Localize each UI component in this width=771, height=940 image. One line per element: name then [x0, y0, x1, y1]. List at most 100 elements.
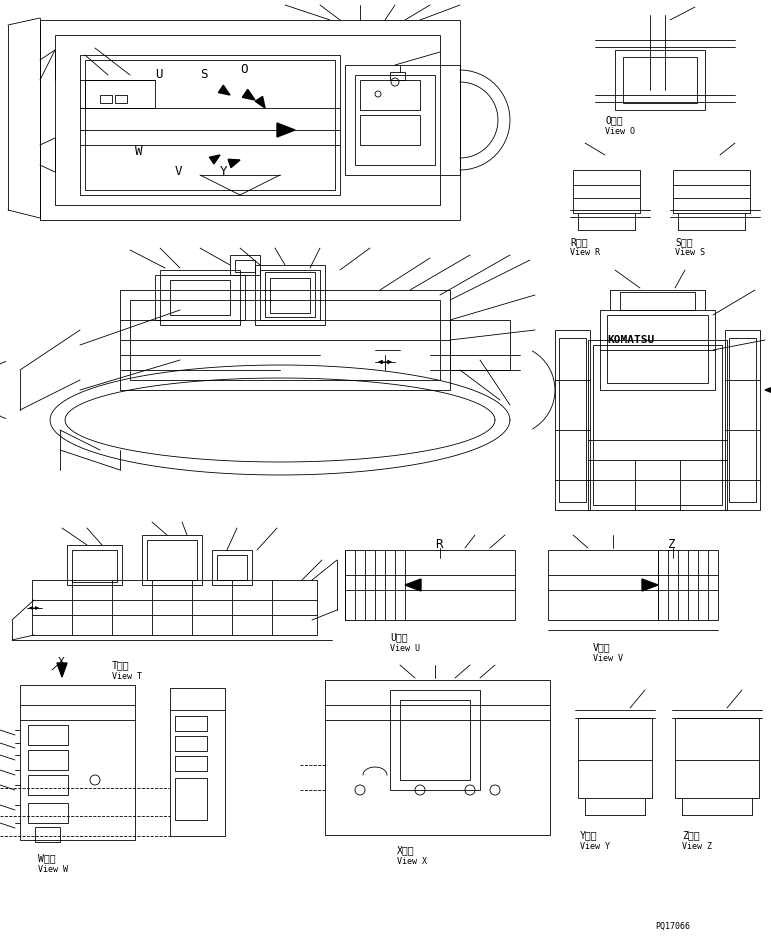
Text: View T: View T [112, 672, 142, 681]
Text: View S: View S [675, 248, 705, 257]
Text: View R: View R [570, 248, 600, 257]
Polygon shape [242, 89, 255, 100]
Text: View X: View X [397, 857, 427, 866]
Bar [170, 280, 230, 315]
Bar [265, 272, 315, 317]
Text: U　視: U 視 [390, 632, 408, 642]
Bar [28, 725, 68, 745]
Bar [235, 260, 255, 272]
Polygon shape [405, 579, 421, 591]
Polygon shape [218, 86, 230, 95]
Text: View W: View W [38, 865, 68, 874]
Bar [260, 270, 320, 320]
Bar [673, 170, 750, 213]
Bar [588, 340, 727, 510]
Bar [155, 275, 245, 320]
Bar [40, 20, 460, 220]
Text: View Z: View Z [682, 842, 712, 851]
Text: R　視: R 視 [570, 237, 588, 247]
Bar [390, 690, 480, 790]
Bar [28, 775, 68, 795]
Bar [729, 338, 756, 502]
Bar [270, 278, 310, 313]
Bar [578, 718, 652, 798]
Bar [675, 718, 759, 798]
Bar [345, 550, 515, 620]
Bar [212, 550, 252, 585]
Bar [607, 315, 708, 383]
Text: W: W [135, 145, 143, 158]
Bar [360, 115, 420, 145]
Bar [130, 300, 440, 380]
Polygon shape [57, 663, 67, 677]
Text: V　視: V 視 [593, 642, 611, 652]
Bar [230, 255, 260, 275]
Bar [85, 60, 335, 190]
Bar [360, 80, 420, 110]
Bar [450, 320, 510, 370]
Bar [548, 550, 718, 620]
Polygon shape [255, 97, 265, 108]
Bar [32, 580, 317, 635]
Bar [255, 265, 325, 325]
Bar [175, 716, 207, 731]
Bar [355, 75, 435, 165]
Text: Z: Z [668, 538, 675, 551]
Text: View V: View V [593, 654, 623, 663]
Bar [600, 310, 715, 390]
Bar [217, 555, 247, 580]
Text: O: O [240, 63, 247, 76]
Bar [142, 535, 202, 585]
Bar [160, 270, 240, 325]
Text: S: S [200, 68, 207, 81]
Text: Y　視: Y 視 [580, 830, 598, 840]
Bar [175, 778, 207, 820]
Bar [55, 35, 440, 205]
Bar [67, 545, 122, 585]
Bar [573, 170, 640, 213]
Bar [593, 345, 722, 505]
Bar [120, 290, 450, 390]
Text: W　視: W 視 [38, 853, 56, 863]
Polygon shape [277, 123, 295, 137]
Bar [175, 756, 207, 771]
Bar [345, 65, 460, 175]
Bar [20, 685, 135, 840]
Text: U: U [155, 68, 163, 81]
Bar [559, 338, 586, 502]
Text: View U: View U [390, 644, 420, 653]
Text: O　視: O 視 [605, 115, 623, 125]
Bar [615, 50, 705, 110]
Polygon shape [210, 155, 220, 164]
Bar [147, 540, 197, 580]
Text: KOMATSU: KOMATSU [607, 335, 655, 345]
Bar [623, 57, 697, 103]
Bar [28, 750, 68, 770]
Bar [170, 688, 225, 836]
Bar [35, 827, 60, 842]
Polygon shape [765, 384, 771, 396]
Bar [100, 95, 112, 103]
Bar [620, 292, 695, 310]
Text: S　視: S 視 [675, 237, 692, 247]
Text: View O: View O [605, 127, 635, 136]
Bar [325, 680, 550, 835]
Polygon shape [642, 579, 658, 591]
Text: View Y: View Y [580, 842, 610, 851]
Polygon shape [228, 159, 240, 167]
Text: X: X [58, 657, 65, 667]
Text: V: V [175, 165, 183, 178]
Bar [725, 330, 760, 510]
Bar [390, 72, 405, 80]
Bar [28, 803, 68, 823]
Bar [555, 330, 590, 510]
Text: T　視: T 視 [112, 660, 130, 670]
Bar [115, 95, 127, 103]
Bar [72, 550, 117, 582]
Bar [400, 700, 470, 780]
Text: Y: Y [220, 165, 227, 178]
Bar [85, 80, 155, 108]
Text: R: R [435, 538, 443, 551]
Bar [175, 736, 207, 751]
Text: Z　視: Z 視 [682, 830, 699, 840]
